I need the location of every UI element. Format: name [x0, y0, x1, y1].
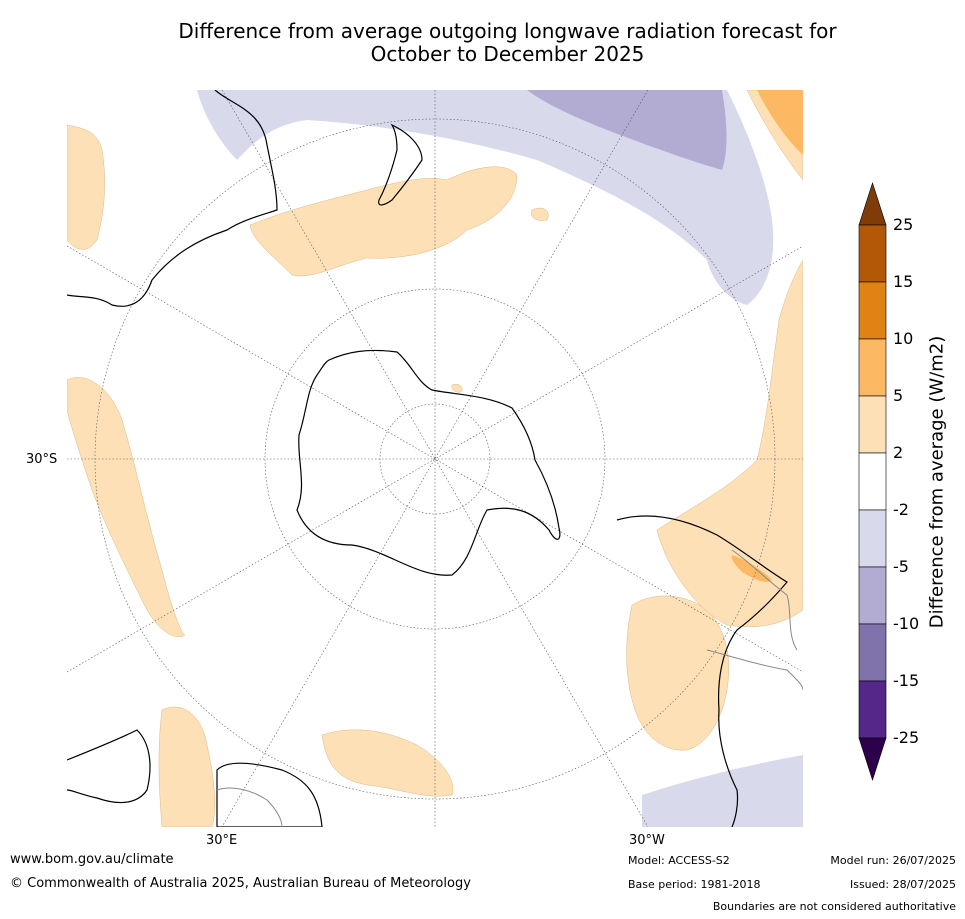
colorbar-bin-max: [858, 182, 887, 226]
issued-text: Issued: 28/07/2025: [849, 878, 956, 891]
model-run-text: Model run: 26/07/2025: [830, 854, 956, 867]
colorbar-bin: [858, 452, 887, 511]
colorbar-bin: [858, 623, 887, 682]
border-sa-2: [706, 649, 803, 691]
colorbar-tick-label: -15: [893, 671, 920, 690]
border-sa-1: [731, 549, 798, 651]
colorbar-bin: [858, 281, 887, 340]
anomaly-small-2: [451, 384, 463, 393]
border-africa: [216, 787, 283, 827]
map-canvas: [67, 90, 803, 827]
positive-anomaly-areas: [67, 90, 803, 827]
colorbar-tick-label: 25: [893, 215, 914, 234]
strong-positive-anomaly: [731, 90, 803, 583]
negative-anomaly-areas: [197, 90, 803, 827]
anomaly-south-africa: [158, 706, 215, 827]
antarctica-coast: [296, 349, 561, 576]
colorbar-tick-label: -5: [893, 557, 909, 576]
polar-map: [67, 90, 803, 827]
colorbar-bin: [858, 509, 887, 568]
colorbar-bins: [858, 182, 887, 781]
anomaly-small-1: [531, 207, 549, 221]
anomaly-pacific-east: [656, 259, 803, 628]
coastlines: [67, 90, 788, 827]
copyright-text: © Commonwealth of Australia 2025, Austra…: [10, 876, 471, 891]
anomaly-australia: [249, 166, 518, 277]
anomaly-top-right-strong: [757, 90, 803, 155]
south-america-coast: [616, 515, 788, 827]
anomaly-andes: [731, 555, 772, 583]
graticule: [67, 90, 803, 827]
colorbar-tick-label: 15: [893, 272, 914, 291]
disclaimer-text: Boundaries are not considered authoritat…: [712, 900, 956, 913]
country-borders: [216, 549, 803, 827]
colorbar-bin: [858, 680, 887, 739]
lat-label-30s: 30°S: [26, 452, 58, 467]
new-zealand-coast: [378, 123, 423, 206]
colorbar-bin: [858, 338, 887, 397]
title-line-1: Difference from average outgoing longwav…: [178, 19, 837, 43]
lon-label-30w: 30°W: [629, 833, 665, 848]
australia-coast: [67, 90, 278, 307]
colorbar-bin: [858, 224, 887, 283]
madagascar-coast: [216, 762, 323, 827]
anomaly-pacific-northeast: [197, 90, 774, 305]
anomaly-pacific-strong: [527, 90, 727, 170]
colorbar-tick-label: 5: [893, 386, 904, 405]
chart-title: Difference from average outgoing longwav…: [0, 20, 965, 66]
colorbar-bin: [858, 566, 887, 625]
model-text: Model: ACCESS-S2: [628, 854, 730, 867]
anomaly-south-atlantic: [642, 755, 803, 827]
title-line-2: October to December 2025: [370, 42, 645, 66]
colorbar-tick-label: 10: [893, 329, 914, 348]
colorbar-bin: [858, 395, 887, 454]
anomaly-south-america: [626, 595, 730, 751]
colorbar-tick-label: 2: [893, 443, 904, 462]
colorbar-bin-min: [858, 737, 887, 781]
website-link[interactable]: www.bom.gov.au/climate: [10, 852, 174, 867]
colorbar-tick-label: -2: [893, 500, 909, 519]
africa-coast: [67, 729, 151, 804]
anomaly-indian-ocean: [67, 377, 186, 637]
anomaly-west-strip: [67, 124, 105, 250]
colorbar-tick-label: -25: [893, 728, 920, 747]
anomaly-africa-mid: [321, 729, 454, 797]
base-period-text: Base period: 1981-2018: [628, 878, 761, 891]
lon-label-30e: 30°E: [206, 833, 238, 848]
colorbar-label: Difference from average (W/m2): [926, 335, 948, 629]
colorbar-tick-label: -10: [893, 614, 920, 633]
